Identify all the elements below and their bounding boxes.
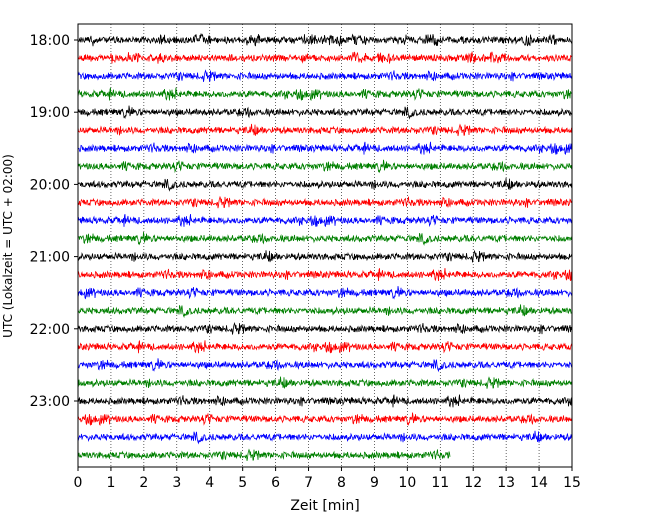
x-tick-label-4: 4 — [205, 475, 214, 491]
trace-2115 — [77, 268, 573, 282]
y-axis-ticks: 18:00 19:00 20:00 21:00 22:00 23:00 — [30, 33, 78, 410]
plot-frame — [77, 23, 573, 468]
trace-1845 — [77, 87, 573, 101]
x-tick-label-12: 12 — [464, 475, 482, 491]
trace-2100 — [77, 249, 573, 263]
traces — [77, 33, 573, 461]
x-tick-label-9: 9 — [370, 475, 379, 491]
x-tick-label-2: 2 — [139, 475, 148, 491]
x-tick-label-8: 8 — [337, 475, 346, 491]
x-tick-label-10: 10 — [398, 475, 416, 491]
x-tick-label-0: 0 — [74, 475, 83, 491]
trace-2145 — [77, 304, 573, 319]
trace-1800 — [77, 33, 573, 47]
trace-2045 — [77, 231, 573, 246]
trace-2130 — [77, 286, 573, 300]
trace-2330 — [77, 430, 573, 445]
x-tick-label-6: 6 — [271, 475, 280, 491]
trace-2200 — [77, 321, 573, 335]
trace-2230 — [77, 358, 573, 373]
trace-2245 — [77, 376, 573, 389]
y-tick-label-1800: 18:00 — [30, 33, 70, 49]
x-tick-label-15: 15 — [563, 475, 581, 491]
trace-2300 — [77, 394, 573, 408]
x-axis-ticks: 0 1 2 3 4 5 6 7 8 9 10 11 12 13 14 15 — [74, 467, 581, 491]
trace-2315 — [77, 412, 573, 426]
y-tick-label-2000: 20:00 — [30, 177, 70, 193]
x-tick-label-1: 1 — [106, 475, 115, 491]
x-tick-label-3: 3 — [172, 475, 181, 491]
x-tick-label-5: 5 — [238, 475, 247, 491]
y-tick-label-2300: 23:00 — [30, 394, 70, 410]
trace-2030 — [77, 213, 573, 228]
x-tick-label-13: 13 — [497, 475, 515, 491]
x-axis-label: Zeit [min] — [290, 498, 359, 514]
y-tick-label-1900: 19:00 — [30, 105, 70, 121]
y-tick-label-2200: 22:00 — [30, 322, 70, 338]
grid-lines — [110, 24, 540, 467]
y-axis-label: UTC (Lokalzeit = UTC + 02:00) — [1, 154, 15, 338]
x-tick-label-11: 11 — [431, 475, 449, 491]
trace-1900 — [77, 105, 573, 120]
x-tick-label-7: 7 — [304, 475, 313, 491]
trace-1930 — [77, 141, 573, 155]
y-tick-label-2100: 21:00 — [30, 250, 70, 266]
trace-2015 — [77, 195, 573, 209]
trace-1815 — [77, 51, 573, 64]
trace-1945 — [77, 159, 573, 174]
trace-2215 — [77, 340, 573, 354]
trace-2345 — [77, 448, 451, 461]
trace-1915 — [77, 123, 573, 137]
x-tick-label-14: 14 — [530, 475, 548, 491]
trace-2000 — [77, 178, 573, 192]
trace-1830 — [77, 69, 573, 82]
